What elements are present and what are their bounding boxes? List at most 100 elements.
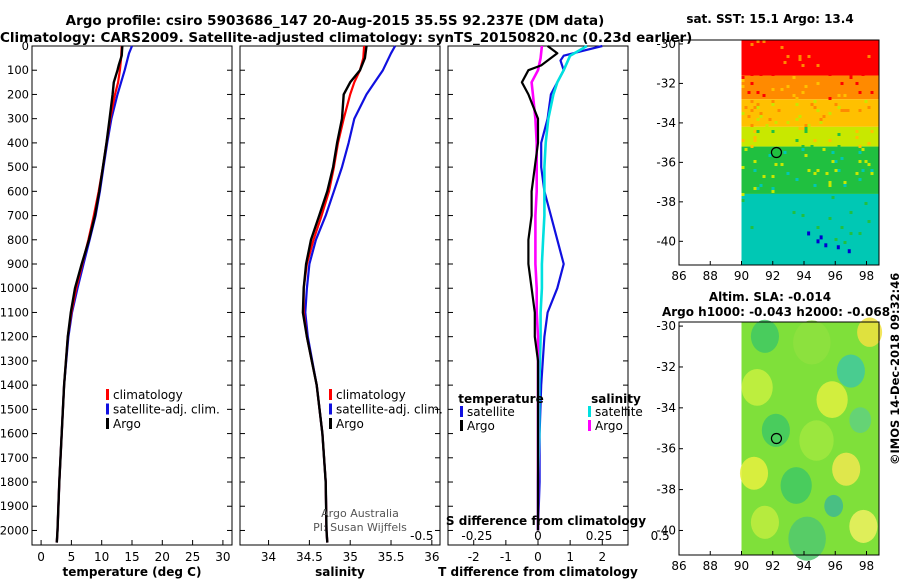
sst-pixel [801,70,805,73]
sst-pixel [741,76,745,79]
sst-pixel [756,130,760,133]
plot-frame [239,45,441,546]
sst-pixel [756,40,760,43]
chart-title-line1: Argo profile: csiro 5903686_147 20-Aug-2… [65,13,605,29]
sst-pixel [792,76,796,79]
sst-pixel [762,226,766,229]
sst-pixel [852,202,856,205]
sst-pixel [816,169,820,172]
x-tick-label: -1 [500,550,512,564]
sst-pixel [795,139,799,142]
sst-pixel [774,163,778,166]
sst-pixel [840,52,844,55]
sla-blob [750,319,779,353]
map-x-tick-label: 92 [765,559,780,573]
sst-pixel [750,124,754,127]
sst-pixel [840,199,844,202]
satellite-profile-line [55,45,134,543]
sst-pixel [828,73,832,76]
sst-pixel [870,172,874,175]
map-y-tick-label: -32 [656,360,676,374]
map-frame [678,39,880,266]
sst-pixel [771,175,775,178]
sst-pixel [750,109,754,112]
depth-tick-label: 900 [7,257,29,271]
sst-pixel [759,73,763,76]
legend-swatch [460,406,463,417]
legend-swatch [329,403,332,415]
sst-pixel [768,154,772,157]
sst-pixel [810,145,814,148]
map-y-tick-label: -38 [656,195,676,209]
depth-tick-label: 1500 [0,402,29,416]
map-y-tick-label: -38 [656,483,676,497]
sst-pixel [783,151,787,154]
sst-pixel [741,199,745,202]
sst-pixel [753,106,757,109]
copyright-label: ©IMOS 14-Dec-2018 09:32:46 [888,272,900,465]
legend-label: climatology [336,388,406,402]
sst-cold-pixel [824,243,828,248]
legend-label: satellite-adj. clim. [113,403,220,417]
map-y-tick-label: -36 [656,155,676,169]
sst-pixel [840,223,844,226]
sst-pixel [768,118,772,121]
x-tick-label: 34.5 [296,550,323,564]
sst-pixel [774,121,778,124]
sst-cold-pixel [819,235,823,240]
sst-pixel [753,139,757,142]
sst-pixel [855,172,859,175]
sst-pixel [786,55,790,58]
sst-pixel [786,85,790,88]
map-frame [678,321,880,556]
sst-pixel [801,91,805,94]
sst-pixel [834,238,838,241]
sst-pixel [750,226,754,229]
sst-pixel [741,139,745,142]
sst-pixel [771,49,775,52]
sst-pixel [744,106,748,109]
sst-pixel [750,100,754,103]
sst-pixel [804,127,808,130]
sst-pixel [765,124,769,127]
sst-pixel [798,127,802,130]
depth-tick-label: 0 [22,39,29,53]
legend-swatch [106,403,109,415]
x-axis-label: temperature (deg C) [63,565,202,579]
sst-pixel [828,97,832,100]
sst-pixel [804,52,808,55]
sst-pixel [825,172,829,175]
sst-pixel [828,217,832,220]
sst-pixel [780,208,784,211]
sst-pixel [771,190,775,193]
map-x-tick-label: 96 [828,559,843,573]
legend-swatch [588,406,591,417]
sst-pixel [759,112,763,115]
map-title-argo-height: Argo h1000: -0.043 h2000: -0.068 [662,305,890,319]
x-tick-label: 20 [155,550,170,564]
satellite-profile-line [304,45,397,543]
sla-blob [816,381,848,419]
sst-pixel [837,106,841,109]
map-y-tick-label: -34 [656,116,676,130]
sst-pixel [828,235,832,238]
map-x-tick-label: 88 [703,559,718,573]
x-tick-label: 0 [37,550,45,564]
sst-pixel [870,169,874,172]
legend-label: Argo [113,417,141,431]
sst-pixel [825,55,829,58]
depth-tick-label: 400 [7,136,29,150]
legend-label: climatology [113,388,183,402]
legend-swatch [460,420,463,431]
sst-pixel [816,64,820,67]
sst-pixel [846,67,850,70]
map-title-sla: Altim. SLA: -0.014 [709,290,831,304]
sst-pixel [816,226,820,229]
annotation-argo-australia: Argo Australia [321,507,399,520]
argo-profile-line [55,45,124,543]
sst-pixel [837,61,841,64]
sst-pixel [822,115,826,118]
sst-pixel [801,145,805,148]
sst-pixel [867,55,871,58]
legend-temperature-title: temperature [458,392,543,406]
